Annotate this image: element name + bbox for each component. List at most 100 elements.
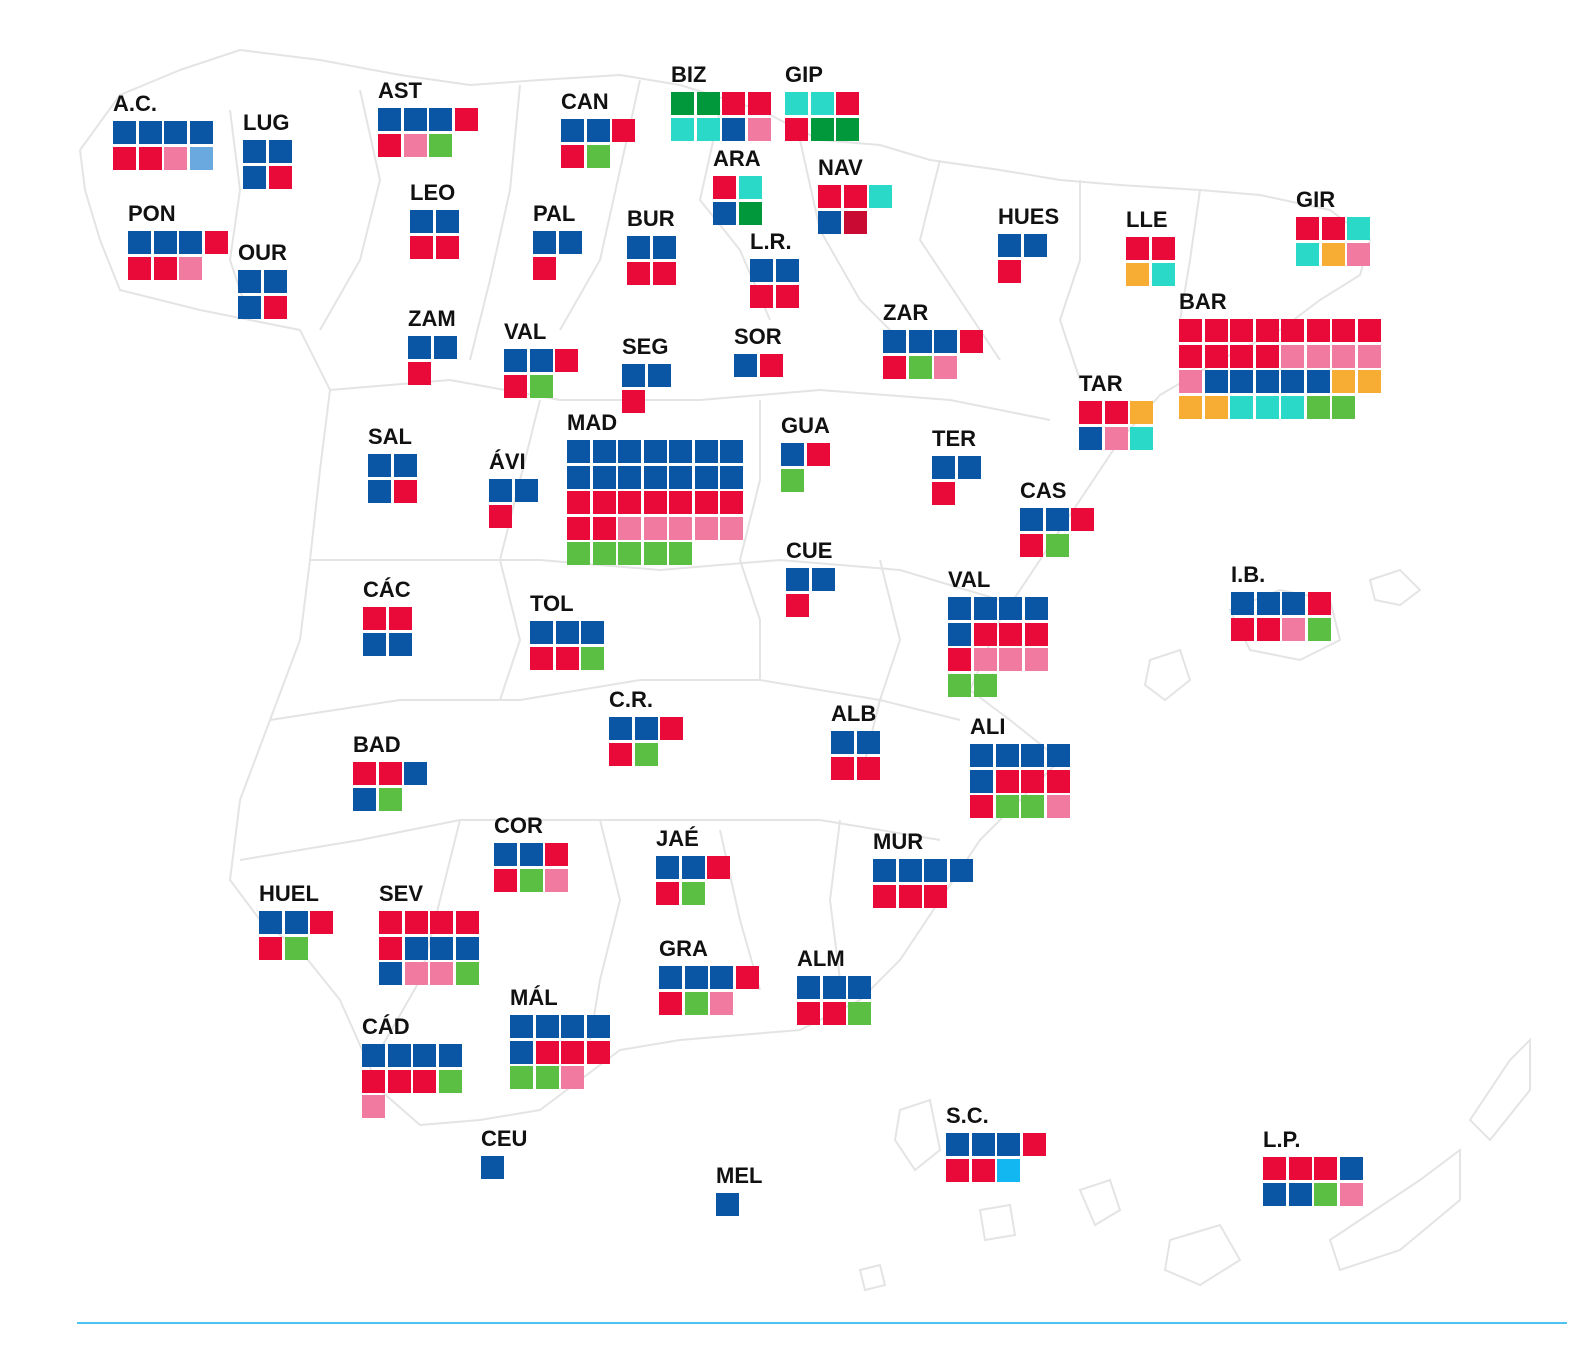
seat-vox [669, 542, 692, 565]
seat-pp [669, 440, 692, 463]
seat-junts [1130, 426, 1153, 450]
seat-pp [681, 856, 705, 879]
seat-pp [1255, 370, 1279, 393]
seat-pp [429, 108, 452, 131]
seat-pp [1231, 592, 1254, 615]
seat-sumar [1306, 344, 1330, 368]
seat-psoe [973, 622, 997, 646]
province-label: CEU [481, 1126, 528, 1151]
seat-pp [948, 597, 971, 620]
seat-psoe [353, 762, 376, 785]
seat-erc [1130, 401, 1153, 424]
seat-sumar [973, 648, 997, 671]
province-label: ARA [713, 146, 761, 171]
seat-psoe [567, 516, 590, 540]
seat-psoe [948, 648, 971, 671]
province-label: CÁD [362, 1014, 410, 1039]
seat-psoe [785, 117, 808, 141]
seat-psoe [656, 881, 679, 905]
seat-psoe [128, 256, 151, 280]
seat-pp [1045, 508, 1069, 531]
seat-pp [387, 1044, 411, 1067]
seat-vox [1332, 395, 1355, 419]
seat-psoe [362, 1069, 385, 1093]
seat-pp [786, 568, 809, 591]
seat-sumar [934, 355, 957, 379]
seat-sumar [1046, 795, 1070, 818]
seat-psoe [660, 717, 683, 740]
seat-psoe [818, 185, 841, 208]
seat-pp [238, 270, 261, 293]
seat-pp [797, 976, 820, 999]
province-label: BAR [1179, 289, 1227, 314]
seat-pp [1288, 1182, 1312, 1206]
seat-psoe [1022, 1133, 1046, 1156]
seat-pp [999, 597, 1022, 620]
seat-pp [811, 568, 835, 591]
seat-psoe [555, 646, 579, 670]
seat-psoe [592, 516, 616, 540]
seat-psoe [1281, 319, 1304, 342]
seat-vox [1021, 795, 1044, 818]
seat-pp [510, 1015, 533, 1038]
seat-ehb [810, 117, 834, 141]
seat-psoe [1263, 1157, 1286, 1180]
seat-psoe [561, 144, 584, 168]
seat-psoe [153, 256, 177, 280]
seat-vox [1306, 395, 1330, 419]
seat-psoe [856, 756, 880, 780]
province-label: ZAM [408, 306, 456, 331]
seat-erc [1332, 370, 1355, 393]
seat-pp [998, 234, 1021, 257]
seat-sumar [179, 256, 202, 280]
seat-vox [378, 787, 402, 811]
seat-pp [1204, 370, 1228, 393]
seat-psoe [1024, 622, 1048, 646]
province-label: TOL [530, 591, 574, 616]
seat-psoe [932, 481, 955, 505]
seat-sumar [404, 962, 428, 985]
province-label: SAL [368, 424, 412, 449]
seat-psoe [363, 607, 386, 630]
seat-erc [1126, 262, 1149, 286]
seat-sumar [694, 516, 718, 540]
province-label: S.C. [946, 1103, 989, 1128]
seat-erc [1204, 395, 1228, 419]
seat-pp [1021, 744, 1044, 767]
seat-vox [284, 936, 308, 960]
seat-pp [713, 201, 736, 225]
seat-sumar [1179, 370, 1202, 393]
seat-psoe [1020, 533, 1043, 557]
seat-pp [995, 744, 1019, 767]
seat-psoe [707, 856, 730, 879]
seat-ehb [836, 117, 859, 141]
seat-psoe [1046, 769, 1070, 793]
seat-psoe [735, 966, 759, 989]
seat-pp [634, 717, 658, 740]
seat-pp [1024, 597, 1048, 620]
seat-psoe [138, 146, 162, 170]
seat-cc [997, 1158, 1020, 1182]
seat-psoe [1288, 1157, 1312, 1180]
seat-psoe [259, 936, 282, 960]
seat-pp [263, 270, 287, 293]
seat-sumar [1357, 344, 1381, 368]
province-label: SEG [622, 334, 669, 359]
seat-psoe [1126, 237, 1149, 260]
province-label: CAN [561, 89, 609, 114]
seat-pp [1020, 508, 1043, 531]
seat-pp [561, 119, 584, 142]
seat-pp [530, 621, 553, 644]
seat-psoe [1230, 344, 1253, 368]
seat-junts [785, 92, 808, 115]
seat-ehb [696, 92, 720, 115]
province-label: SEV [379, 881, 424, 906]
province-label: GIP [785, 62, 823, 87]
seat-pp [268, 140, 292, 163]
seat-vox [781, 468, 804, 492]
seat-vox [567, 542, 590, 565]
seat-psoe [622, 389, 645, 413]
seat-pp [438, 1044, 462, 1067]
seat-vox [535, 1066, 559, 1089]
